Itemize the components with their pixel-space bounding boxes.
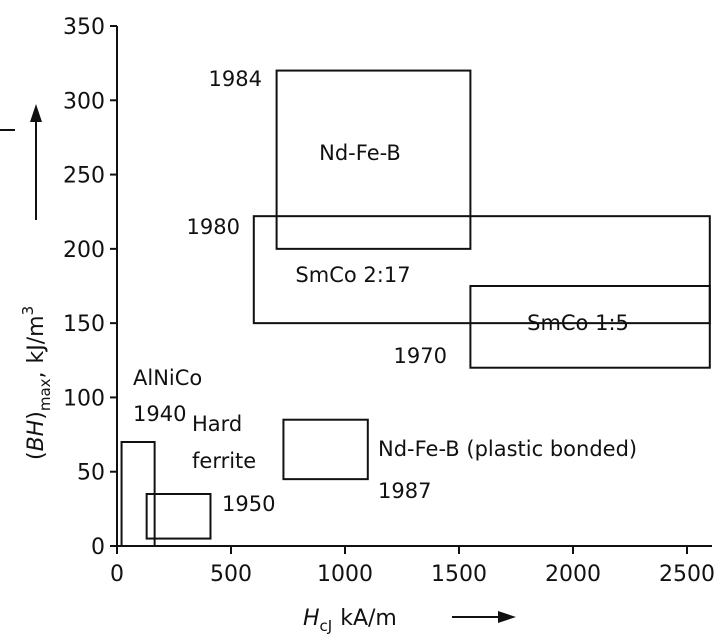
region-year: 1987 [378,479,431,503]
region-box [145,493,212,540]
y-axis-close: ) [24,411,49,420]
y-axis-open: ( [24,451,49,460]
y-axis-sup: 3 [19,306,37,316]
y-tick-label: 100 [63,386,105,411]
region-label: Nd-Fe-B (plastic bonded) [378,437,637,461]
region-label: AlNiCo [133,366,202,390]
region-nd-fe-b: Nd-Fe-B 1984 [209,67,472,250]
region-label: Hard [192,412,242,436]
region-year: 1940 [133,402,186,426]
y-tick-label: 350 [63,15,105,40]
region-box [252,215,711,325]
x-tick-label: 2000 [545,562,601,587]
x-axis-arrow-icon [452,611,516,623]
region-smco-2-17: SmCo 2:17 1980 [187,215,711,325]
region-label: Nd-Fe-B [319,141,401,165]
region-alnico: AlNiCo 1940 [120,366,202,547]
x-tick-label: 0 [110,562,124,587]
x-axis-unit: kA/m [340,606,397,631]
region-label: SmCo 1:5 [527,311,629,335]
y-axis-sub: max [36,378,54,411]
region-nd-fe-b-plastic-bonded: Nd-Fe-B (plastic bonded) 1987 [282,418,637,503]
region-box [275,69,472,250]
region-box [469,285,711,369]
y-tick-label: 200 [63,238,105,263]
region-smco-1-5: SmCo 1:5 1970 [394,285,711,369]
y-tick-label: 0 [91,535,105,560]
y-axis-comma: , [24,371,49,378]
axes [116,26,712,547]
x-axis-sub: cJ [320,617,333,635]
region-year: 1984 [209,67,262,91]
region-year: 1980 [187,215,240,239]
region-label: SmCo 2:17 [295,263,410,287]
y-tick-label: 150 [63,312,105,337]
y-axis-unit: kJ/m [24,315,49,363]
region-box [282,418,369,481]
y-axis-var: BH [24,420,49,452]
x-tick-label: 1000 [317,562,373,587]
regions: Nd-Fe-B 1984 SmCo 2:17 1980 SmCo 1:5 1970 AlNi… [120,67,711,547]
y-axis-arrow-icon [30,104,42,220]
x-axis-var: H [303,606,320,631]
x-tick-label: 500 [210,562,252,587]
x-tick-label: 1500 [431,562,487,587]
x-ticks: 0 500 1000 1500 2000 2500 [110,546,715,587]
y-tick-label: 300 [63,89,105,114]
region-year: 1950 [222,492,275,516]
y-axis-title: (BH)max, kJ/m3 [19,306,54,460]
region-hard-ferrite: Hard ferrite 1950 [145,412,275,540]
x-tick-label: 2500 [659,562,715,587]
svg-text:(BH)max,kJ/m3: (BH)max, kJ/m3 [19,306,54,460]
x-axis-title: HcJ kA/m [303,606,516,635]
y-tick-label: 50 [77,461,105,486]
y-ticks: 0 50 100 150 200 250 300 350 [63,15,117,560]
y-tick-label: 250 [63,164,105,189]
region-label-line2: ferrite [192,449,256,473]
region-year: 1970 [394,344,447,368]
